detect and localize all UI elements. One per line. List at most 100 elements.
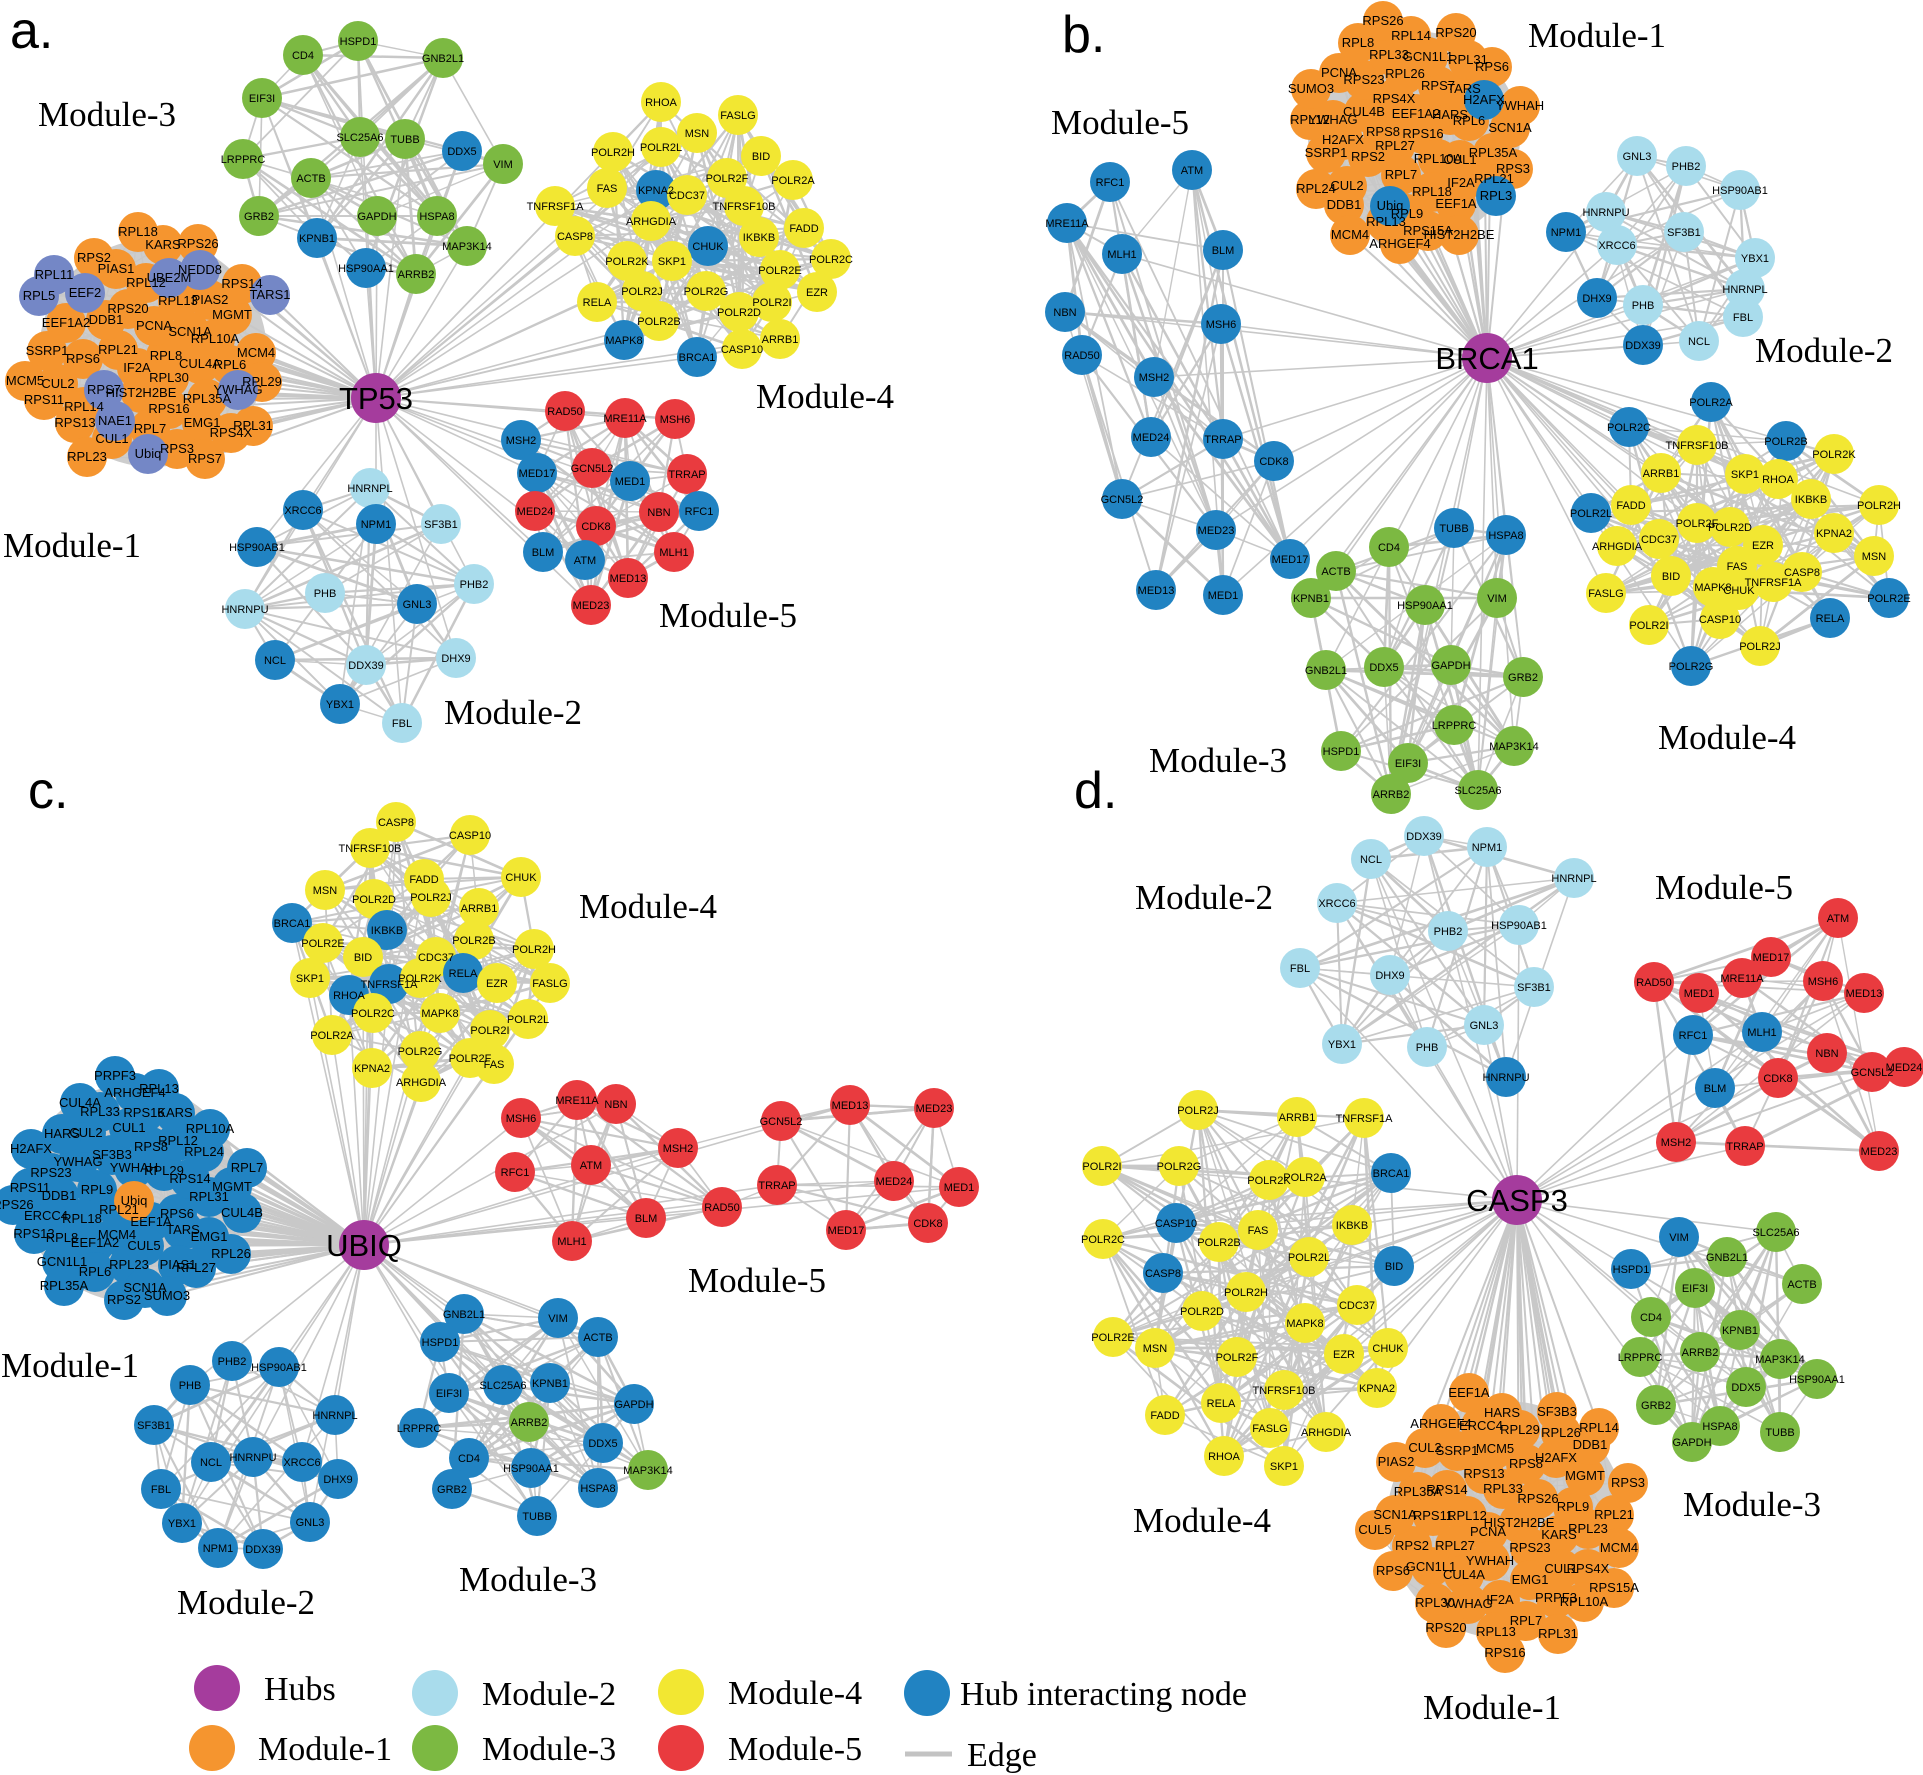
svg-text:KPNA2: KPNA2 [354, 1063, 390, 1075]
svg-text:MRE11A: MRE11A [555, 1095, 599, 1107]
svg-text:RPS11: RPS11 [1413, 1508, 1453, 1523]
svg-text:POLR2L: POLR2L [640, 142, 682, 154]
svg-text:IF2A: IF2A [123, 360, 151, 375]
svg-text:RPS26: RPS26 [1362, 13, 1403, 28]
svg-text:EMG1: EMG1 [184, 415, 221, 430]
svg-text:FBL: FBL [1733, 312, 1753, 324]
svg-text:HIST2H2BE: HIST2H2BE [1484, 1515, 1555, 1530]
svg-text:CUL4A: CUL4A [1443, 1567, 1485, 1582]
svg-text:CUL5: CUL5 [127, 1238, 160, 1253]
svg-text:RPL27: RPL27 [1435, 1538, 1475, 1553]
svg-text:ARHGDIA: ARHGDIA [396, 1077, 447, 1089]
svg-text:CASP8: CASP8 [1784, 567, 1820, 579]
svg-text:EMG1: EMG1 [1512, 1572, 1549, 1587]
svg-text:EEF1A2: EEF1A2 [1392, 106, 1440, 121]
svg-text:POLR2G: POLR2G [684, 286, 729, 298]
svg-text:RPL14: RPL14 [64, 399, 104, 414]
svg-text:NCL: NCL [1360, 854, 1382, 866]
svg-text:EZR: EZR [1333, 1349, 1355, 1361]
svg-text:RPS16: RPS16 [123, 1105, 164, 1120]
svg-text:POLR2I: POLR2I [470, 1025, 509, 1037]
svg-text:HNRNPL: HNRNPL [312, 1410, 357, 1422]
svg-text:MAP3K14: MAP3K14 [1755, 1354, 1805, 1366]
svg-text:RPL14: RPL14 [1579, 1420, 1619, 1435]
svg-text:GCN1L1: GCN1L1 [37, 1254, 88, 1269]
svg-text:MED1: MED1 [1684, 988, 1715, 1000]
svg-text:POLR2E: POLR2E [1091, 1332, 1134, 1344]
svg-text:RPL27: RPL27 [176, 1260, 216, 1275]
svg-text:BID: BID [1662, 571, 1680, 583]
svg-text:RPS3: RPS3 [1496, 161, 1530, 176]
svg-text:MED23: MED23 [916, 1103, 953, 1115]
svg-text:CASP10: CASP10 [449, 830, 491, 842]
svg-text:SKP1: SKP1 [296, 973, 324, 985]
svg-text:CASP10: CASP10 [721, 344, 763, 356]
svg-text:MED1: MED1 [1208, 590, 1239, 602]
svg-text:RELA: RELA [583, 297, 612, 309]
svg-text:PHB: PHB [1416, 1042, 1439, 1054]
svg-text:RPS13: RPS13 [13, 1226, 54, 1241]
svg-text:RHOA: RHOA [1208, 1451, 1240, 1463]
svg-text:SSRP1: SSRP1 [1305, 145, 1348, 160]
svg-text:RPL8: RPL8 [150, 348, 183, 363]
svg-text:RAD50: RAD50 [547, 406, 582, 418]
svg-text:Module-4: Module-4 [1133, 1501, 1271, 1540]
svg-text:HSPD1: HSPD1 [422, 1337, 459, 1349]
svg-text:EZR: EZR [806, 287, 828, 299]
svg-text:SF3B3: SF3B3 [92, 1147, 132, 1162]
svg-text:RFC1: RFC1 [1096, 177, 1125, 189]
svg-text:KPNA2: KPNA2 [638, 185, 674, 197]
svg-text:RHOA: RHOA [333, 990, 365, 1002]
svg-text:Module-5: Module-5 [1655, 868, 1793, 907]
svg-text:MED13: MED13 [832, 1100, 869, 1112]
svg-text:VIM: VIM [548, 1313, 568, 1325]
svg-text:c.: c. [28, 762, 68, 820]
svg-text:XRCC6: XRCC6 [1598, 240, 1635, 252]
svg-text:TUBB: TUBB [390, 134, 419, 146]
svg-text:HARS: HARS [1432, 107, 1468, 122]
svg-text:RPL35A: RPL35A [1394, 1484, 1443, 1499]
svg-text:POLR2E: POLR2E [758, 265, 801, 277]
svg-text:PHB: PHB [179, 1380, 202, 1392]
svg-text:d.: d. [1074, 762, 1117, 820]
svg-text:EEF1A: EEF1A [1448, 1385, 1490, 1400]
svg-text:SKP1: SKP1 [1270, 1461, 1298, 1473]
svg-text:Module-3: Module-3 [1683, 1485, 1821, 1524]
svg-text:RPL29: RPL29 [242, 374, 282, 389]
svg-text:EEF1A2: EEF1A2 [71, 1235, 119, 1250]
svg-text:POLR2H: POLR2H [591, 147, 635, 159]
svg-text:DDX5: DDX5 [1731, 1382, 1760, 1394]
svg-text:MAP3K14: MAP3K14 [623, 1465, 673, 1477]
svg-text:IF2A: IF2A [1447, 175, 1475, 190]
svg-text:RPL23: RPL23 [109, 1257, 149, 1272]
svg-text:Module-3: Module-3 [1149, 741, 1287, 780]
svg-text:CUL1: CUL1 [1544, 1561, 1577, 1576]
svg-text:CHUK: CHUK [1372, 1343, 1404, 1355]
svg-text:YWHAG: YWHAG [53, 1154, 102, 1169]
svg-text:EZR: EZR [1752, 540, 1774, 552]
svg-text:RPS11: RPS11 [24, 392, 64, 407]
svg-text:POLR2D: POLR2D [1180, 1306, 1224, 1318]
svg-text:PIAS2: PIAS2 [192, 292, 229, 307]
svg-text:RPS26: RPS26 [1517, 1491, 1558, 1506]
svg-text:ARHGDIA: ARHGDIA [1301, 1427, 1352, 1439]
svg-text:CHUK: CHUK [1723, 585, 1755, 597]
svg-text:RPS7: RPS7 [87, 382, 121, 397]
svg-text:GNL3: GNL3 [403, 599, 432, 611]
svg-text:HIST2H2BE: HIST2H2BE [1424, 227, 1495, 242]
svg-text:POLR2H: POLR2H [1857, 500, 1901, 512]
svg-text:CUL1: CUL1 [112, 1120, 145, 1135]
svg-text:PHB: PHB [314, 588, 337, 600]
svg-text:SF3B3: SF3B3 [1537, 1404, 1577, 1419]
svg-text:SKP1: SKP1 [658, 256, 686, 268]
svg-text:CASP3: CASP3 [1466, 1183, 1568, 1218]
svg-text:Module-2: Module-2 [444, 693, 582, 732]
svg-text:Module-2: Module-2 [1135, 878, 1273, 917]
svg-text:LRPPRC: LRPPRC [1432, 720, 1477, 732]
svg-text:Module-4: Module-4 [728, 1675, 862, 1712]
svg-text:SF3B1: SF3B1 [1517, 982, 1551, 994]
svg-text:EEF1A: EEF1A [130, 1214, 172, 1229]
svg-text:DDX39: DDX39 [1625, 340, 1660, 352]
svg-text:YBX1: YBX1 [1328, 1039, 1356, 1051]
svg-text:EEF1A: EEF1A [1435, 196, 1477, 211]
